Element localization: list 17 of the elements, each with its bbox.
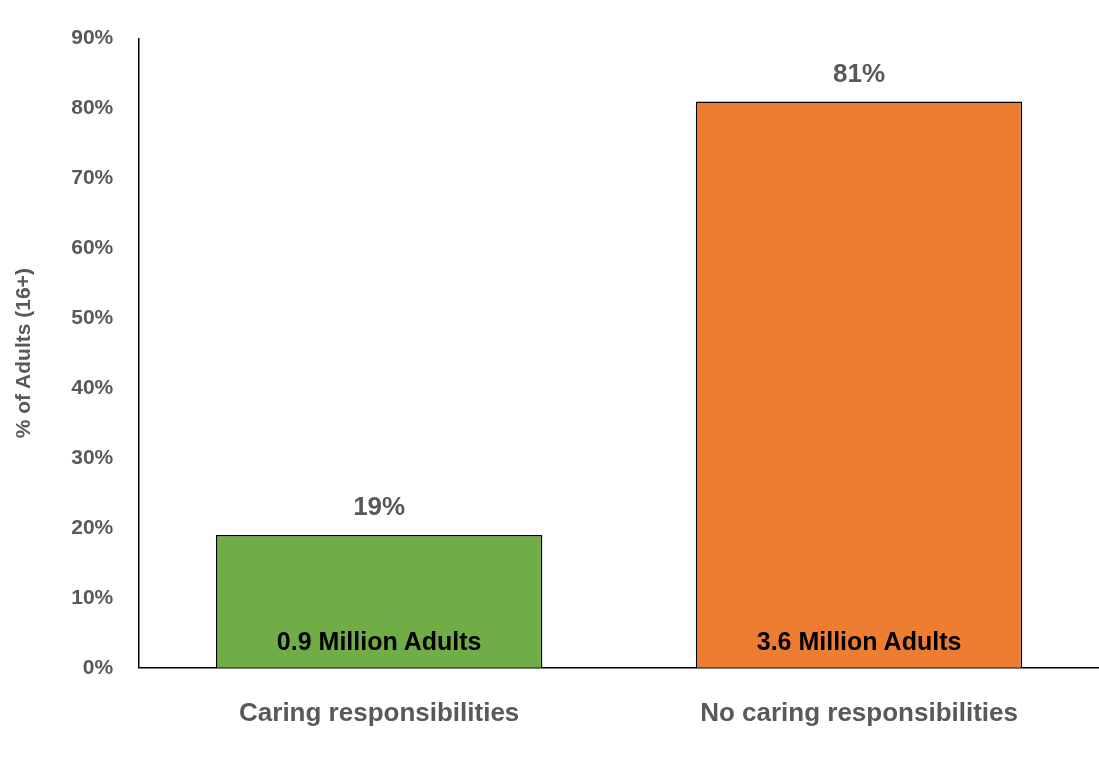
annotation: 3.6 Million Adults	[756, 627, 962, 656]
y-tick-label: 60%	[71, 235, 114, 259]
x-tick-label: No caring responsibilities	[700, 696, 1018, 727]
y-axis-title: % of Adults (16+)	[11, 268, 35, 439]
y-tick-label: 40%	[71, 374, 114, 398]
y-tick-label: 90%	[71, 25, 114, 49]
y-tick-label: 20%	[71, 514, 114, 538]
y-tick-label: 30%	[71, 444, 114, 468]
data-label: 19%	[353, 491, 406, 522]
data-label: 81%	[833, 57, 886, 88]
y-tick-label: 70%	[71, 165, 114, 189]
y-tick-label: 0%	[82, 654, 114, 678]
annotation: 0.9 Million Adults	[276, 627, 482, 656]
y-tick-label: 50%	[71, 305, 114, 329]
x-tick-label: Caring responsibilities	[239, 696, 520, 727]
y-tick-label: 10%	[71, 584, 114, 608]
y-tick-label: 80%	[71, 95, 114, 119]
